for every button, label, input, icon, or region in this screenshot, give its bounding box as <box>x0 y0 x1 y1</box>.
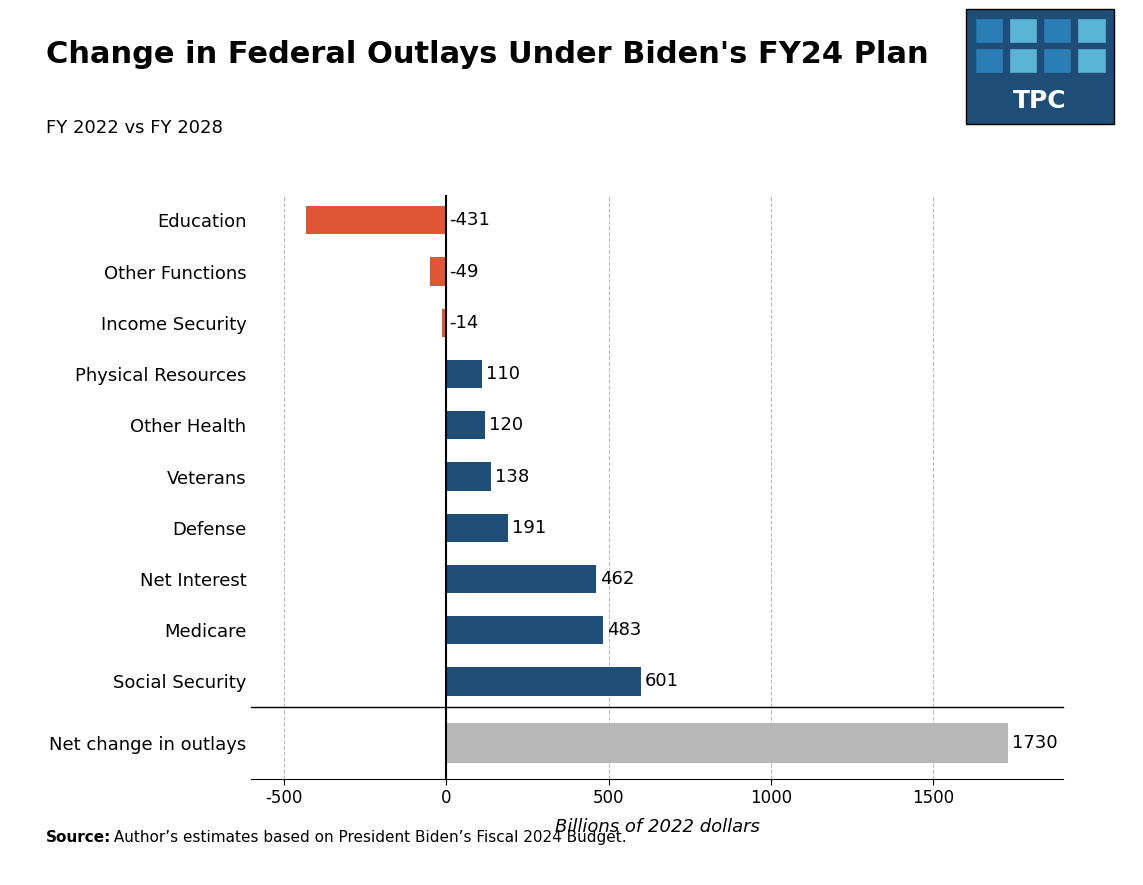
Text: 191: 191 <box>512 519 546 536</box>
Text: 483: 483 <box>607 621 641 639</box>
Bar <box>446 513 509 542</box>
Text: -49: -49 <box>449 263 478 281</box>
Bar <box>446 723 1008 763</box>
Bar <box>1009 48 1037 73</box>
Bar <box>446 412 485 439</box>
Bar <box>446 462 491 490</box>
Text: 138: 138 <box>495 467 529 486</box>
Text: 1730: 1730 <box>1012 734 1057 752</box>
Text: 120: 120 <box>489 416 523 435</box>
Text: TPC: TPC <box>1014 88 1066 113</box>
Bar <box>430 258 446 286</box>
Bar <box>446 667 641 696</box>
Text: 110: 110 <box>486 365 520 383</box>
Text: 462: 462 <box>600 570 634 588</box>
Text: Change in Federal Outlays Under Biden's FY24 Plan: Change in Federal Outlays Under Biden's … <box>46 40 928 69</box>
Text: Author’s estimates based on President Biden’s Fiscal 2024 Budget.: Author’s estimates based on President Bi… <box>109 830 626 845</box>
Bar <box>1077 18 1105 43</box>
Bar <box>306 206 446 235</box>
X-axis label: Billions of 2022 dollars: Billions of 2022 dollars <box>554 819 760 836</box>
Bar <box>446 360 482 389</box>
Text: -431: -431 <box>449 212 489 229</box>
Bar <box>446 616 604 644</box>
Bar <box>1044 18 1071 43</box>
Text: -14: -14 <box>449 314 478 332</box>
Bar <box>446 565 597 593</box>
Text: FY 2022 vs FY 2028: FY 2022 vs FY 2028 <box>46 119 223 137</box>
Bar <box>441 309 446 337</box>
Bar <box>1009 18 1037 43</box>
Text: Source:: Source: <box>46 830 111 845</box>
Text: 601: 601 <box>645 673 679 690</box>
Bar <box>1044 48 1071 73</box>
Bar <box>975 48 1004 73</box>
FancyBboxPatch shape <box>966 9 1114 124</box>
Bar <box>1077 48 1105 73</box>
Bar <box>975 18 1004 43</box>
